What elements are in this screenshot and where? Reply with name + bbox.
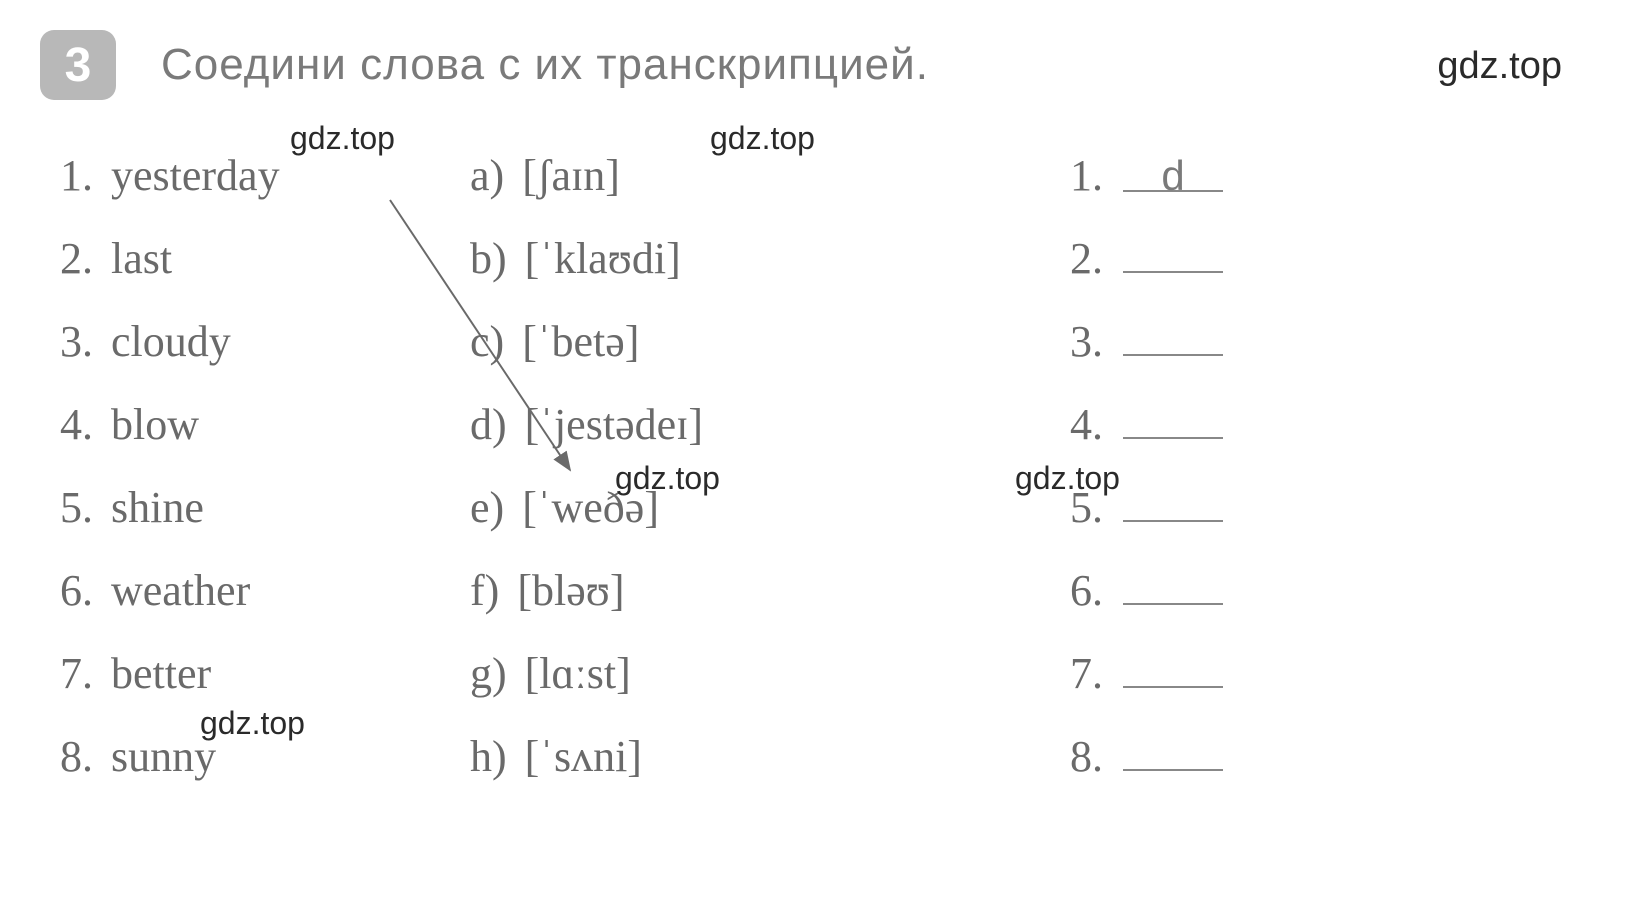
word-num: 2. bbox=[60, 233, 93, 284]
answer-blank[interactable] bbox=[1123, 731, 1223, 771]
answer-blank[interactable] bbox=[1123, 482, 1223, 522]
watermark: gdz.top bbox=[710, 120, 815, 157]
watermark: gdz.top bbox=[615, 460, 720, 497]
watermark: gdz.top bbox=[200, 705, 305, 742]
word-text: shine bbox=[111, 482, 204, 533]
word-num: 1. bbox=[60, 150, 93, 201]
watermark: gdz.top bbox=[290, 120, 395, 157]
word-row: 7. better bbox=[60, 648, 470, 699]
answer-row: 8. bbox=[1070, 731, 1223, 782]
answer-num: 3. bbox=[1070, 316, 1103, 367]
word-text: better bbox=[111, 648, 211, 699]
transcription-row: h) [ˈsʌni] bbox=[470, 731, 1020, 782]
answer-blank[interactable]: d bbox=[1123, 152, 1223, 192]
exercise-instruction: Соедини слова с их транскрипцией. bbox=[161, 40, 929, 90]
answer-row: 2. bbox=[1070, 233, 1223, 284]
header-row: 3 Соедини слова с их транскрипцией. bbox=[40, 30, 1602, 100]
word-num: 6. bbox=[60, 565, 93, 616]
word-text: yesterday bbox=[111, 150, 280, 201]
answer-row: 3. bbox=[1070, 316, 1223, 367]
answer-row: 1. d bbox=[1070, 150, 1223, 201]
transcription-text: [bləʊ] bbox=[517, 565, 624, 616]
transcription-row: g) [lɑːst] bbox=[470, 648, 1020, 699]
answer-row: 4. bbox=[1070, 399, 1223, 450]
answer-blank[interactable] bbox=[1123, 565, 1223, 605]
arrow-line bbox=[350, 180, 630, 500]
answer-row: 6. bbox=[1070, 565, 1223, 616]
answer-row: 7. bbox=[1070, 648, 1223, 699]
word-row: 6. weather bbox=[60, 565, 470, 616]
word-num: 4. bbox=[60, 399, 93, 450]
transcription-letter: h) bbox=[470, 731, 507, 782]
word-text: last bbox=[111, 233, 172, 284]
word-text: weather bbox=[111, 565, 250, 616]
transcription-text: [ˈsʌni] bbox=[525, 731, 642, 782]
answer-num: 1. bbox=[1070, 150, 1103, 201]
top-watermark: gdz.top bbox=[1437, 45, 1562, 88]
transcription-letter: f) bbox=[470, 565, 499, 616]
word-num: 7. bbox=[60, 648, 93, 699]
answer-num: 2. bbox=[1070, 233, 1103, 284]
word-text: blow bbox=[111, 399, 199, 450]
answer-num: 6. bbox=[1070, 565, 1103, 616]
transcription-text: [lɑːst] bbox=[525, 648, 631, 699]
word-num: 5. bbox=[60, 482, 93, 533]
answer-num: 4. bbox=[1070, 399, 1103, 450]
transcription-row: f) [bləʊ] bbox=[470, 565, 1020, 616]
word-text: cloudy bbox=[111, 316, 231, 367]
answer-blank[interactable] bbox=[1123, 399, 1223, 439]
answer-num: 8. bbox=[1070, 731, 1103, 782]
watermark: gdz.top bbox=[1015, 460, 1120, 497]
exercise-number-badge: 3 bbox=[40, 30, 116, 100]
answer-blank[interactable] bbox=[1123, 648, 1223, 688]
transcription-letter: g) bbox=[470, 648, 507, 699]
word-num: 3. bbox=[60, 316, 93, 367]
word-num: 8. bbox=[60, 731, 93, 782]
answer-blank[interactable] bbox=[1123, 233, 1223, 273]
answer-num: 7. bbox=[1070, 648, 1103, 699]
answer-blank[interactable] bbox=[1123, 316, 1223, 356]
content-area: 1. yesterday 2. last 3. cloudy 4. blow 5… bbox=[40, 150, 1602, 782]
